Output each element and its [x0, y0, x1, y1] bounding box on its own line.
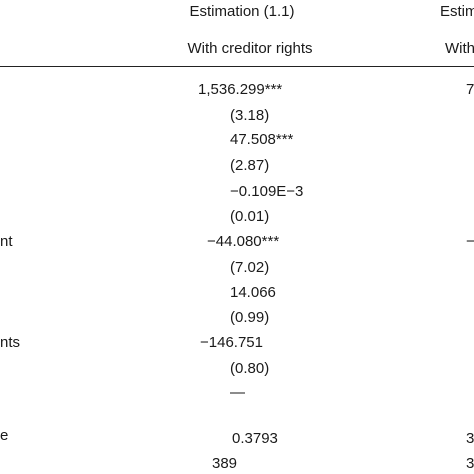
- row-4-col1: (2.87): [230, 157, 270, 174]
- row-2-col1: (3.18): [230, 107, 270, 124]
- row-14-label: e: [0, 427, 9, 444]
- row-5-col1: −0.109E−3: [230, 183, 304, 200]
- row-7-label: nt: [0, 233, 13, 250]
- row-14-col1: 0.3793: [232, 430, 278, 447]
- row-11-label: nts: [0, 334, 21, 351]
- col1-header-subtitle: With creditor rights: [187, 40, 313, 57]
- header-rule: [0, 66, 474, 67]
- row-7-col1: −44.080***: [207, 233, 280, 250]
- col2-header-title-partial: Estim: [440, 3, 474, 20]
- row-14-col2: 3: [466, 430, 474, 447]
- row-8-col1: (7.02): [230, 259, 270, 276]
- col2-header-subtitle-partial: With: [445, 40, 474, 57]
- row-1-col2: 7: [466, 81, 474, 98]
- row-7-col2: −: [466, 233, 474, 250]
- row-15-col1: 389: [212, 455, 238, 472]
- row-6-col1: (0.01): [230, 208, 270, 225]
- row-1-col1: 1,536.299***: [198, 81, 283, 98]
- row-3-col1: 47.508***: [230, 131, 294, 148]
- row-13-col1: —: [230, 384, 245, 401]
- row-10-col1: (0.99): [230, 309, 270, 326]
- col1-header-title: Estimation (1.1): [189, 3, 295, 20]
- row-9-col1: 14.066: [230, 284, 276, 301]
- row-11-col1: −146.751: [200, 334, 263, 351]
- row-15-col2: 3: [466, 455, 474, 472]
- row-12-col1: (0.80): [230, 360, 270, 377]
